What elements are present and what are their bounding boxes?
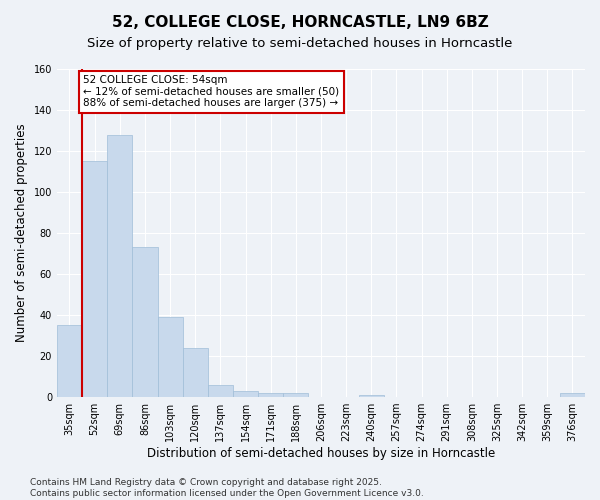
Text: Size of property relative to semi-detached houses in Horncastle: Size of property relative to semi-detach… (88, 38, 512, 51)
Bar (233, 391, 258, 397)
Text: 52 COLLEGE CLOSE: 54sqm
← 12% of semi-detached houses are smaller (50)
88% of se: 52 COLLEGE CLOSE: 54sqm ← 12% of semi-de… (83, 75, 340, 108)
Text: Contains HM Land Registry data © Crown copyright and database right 2025.
Contai: Contains HM Land Registry data © Crown c… (30, 478, 424, 498)
Bar (208, 385, 233, 397)
Bar (133, 248, 158, 397)
Bar (560, 393, 585, 397)
Bar (158, 317, 182, 397)
Bar (182, 348, 208, 397)
Bar (57, 326, 82, 397)
Text: 52, COLLEGE CLOSE, HORNCASTLE, LN9 6BZ: 52, COLLEGE CLOSE, HORNCASTLE, LN9 6BZ (112, 15, 488, 30)
Y-axis label: Number of semi-detached properties: Number of semi-detached properties (15, 124, 28, 342)
Bar (359, 395, 384, 397)
Bar (283, 393, 308, 397)
X-axis label: Distribution of semi-detached houses by size in Horncastle: Distribution of semi-detached houses by … (147, 447, 495, 460)
Bar (107, 134, 133, 397)
Bar (82, 162, 107, 397)
Bar (258, 393, 283, 397)
